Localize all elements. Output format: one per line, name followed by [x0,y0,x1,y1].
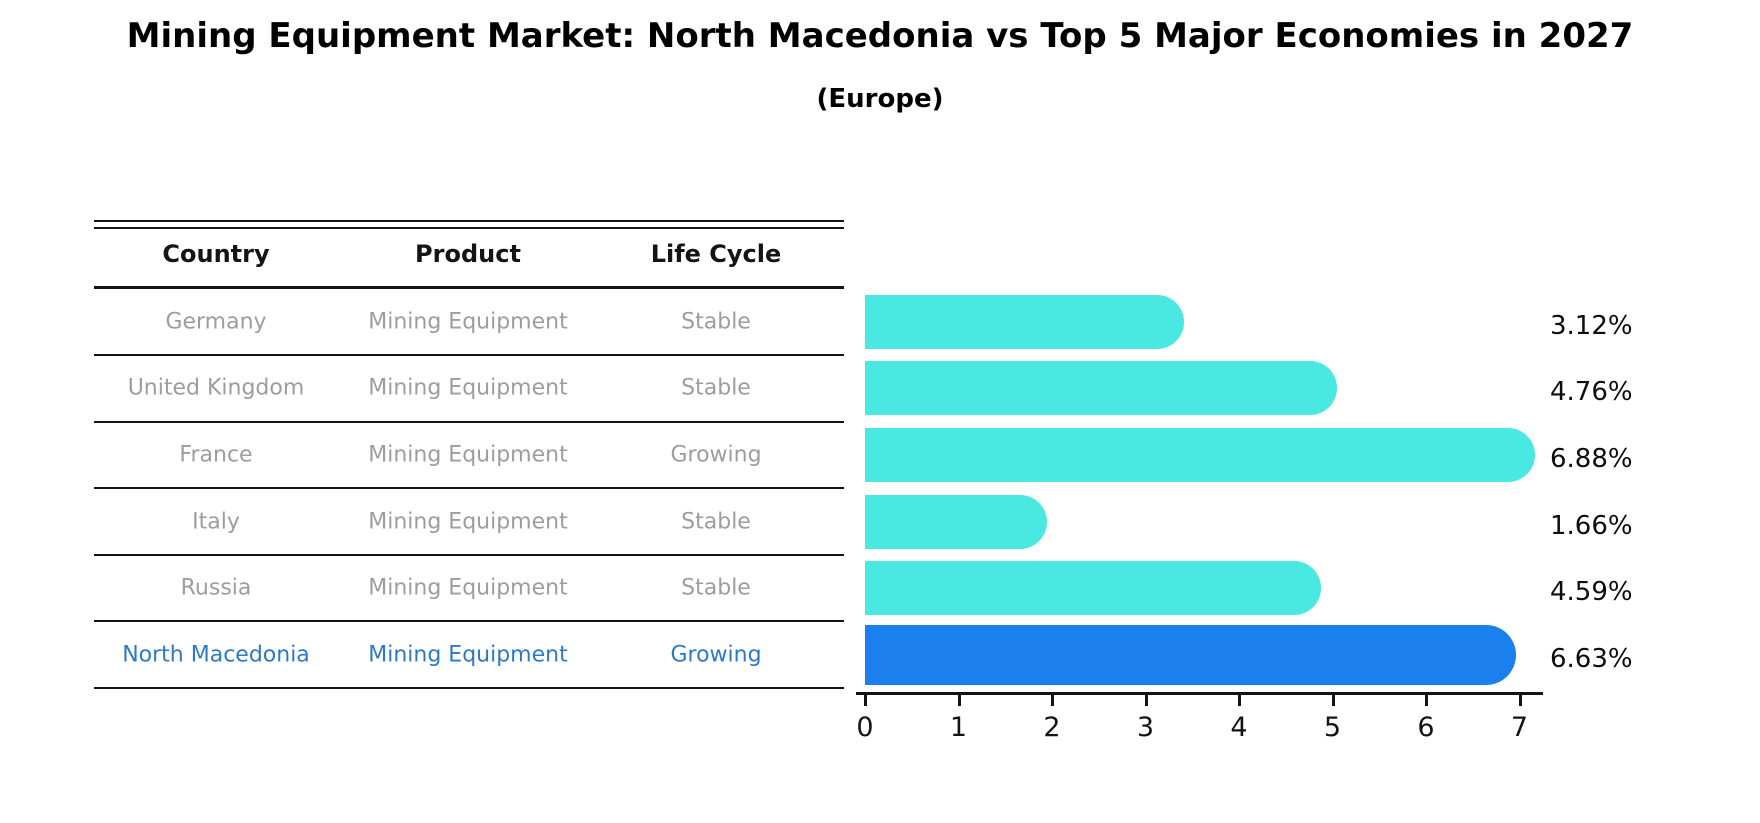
x-axis-tick [1425,695,1428,706]
cell-life-cycle: Stable [681,375,751,401]
x-axis-spine [856,692,1543,695]
x-axis-tick-label: 0 [856,712,874,743]
bar [865,361,1338,416]
x-axis-tick-label: 6 [1417,712,1435,743]
x-axis-tick [864,695,867,706]
bar-value-label: 6.88% [1550,443,1633,474]
cell-product: Mining Equipment [368,509,568,534]
bar-value-label: 3.12% [1550,310,1633,341]
cell-country: Germany [165,309,267,335]
cell-country: France [179,442,253,468]
table-rule-line [94,220,844,222]
x-axis-tick [957,695,961,706]
cell-country: United Kingdom [127,375,305,401]
bar-value-label: 1.66% [1550,510,1633,541]
x-axis-tick [1144,695,1148,706]
x-axis-tick [1331,695,1335,706]
table-rule-line [94,227,844,229]
x-axis-tick [1238,695,1241,706]
x-axis-tick-label: 4 [1230,712,1248,743]
bar [865,494,1048,549]
table-rule-line [94,354,844,356]
cell-product: Mining Equipment [368,309,568,335]
cell-life-cycle: Growing [670,642,762,668]
cell-country: Russia [180,575,252,601]
cell-country: North Macedonia [122,642,310,668]
bar [865,427,1536,482]
chart-subtitle: (Europe) [816,84,944,114]
x-axis-tick [1518,695,1522,706]
table-header-product: Product [415,240,521,268]
bar [865,561,1322,616]
table-rule-line [94,487,844,490]
x-axis-tick-label: 3 [1136,712,1155,743]
bar-highlighted [865,624,1516,685]
x-axis-tick-label: 5 [1323,712,1342,743]
cell-product: Mining Equipment [368,575,568,601]
bar-value-label: 4.76% [1550,377,1633,408]
table-rule-line [94,420,844,423]
table-rule-line [94,687,844,689]
cell-country: Italy [192,509,240,534]
cell-life-cycle: Stable [681,309,751,335]
table-rule-line [94,620,844,623]
bar-value-label: 4.59% [1550,577,1633,608]
x-axis-tick-label: 1 [949,712,968,743]
cell-life-cycle: Stable [681,575,751,601]
x-axis-tick-label: 2 [1043,712,1061,743]
bar [865,294,1184,349]
table-header-country: Country [162,240,270,268]
table-header-life-cycle: Life Cycle [650,240,782,268]
cell-life-cycle: Stable [681,509,751,534]
table-rule-line [94,553,844,556]
x-axis-tick-label: 7 [1510,712,1529,743]
cell-life-cycle: Growing [670,442,762,468]
cell-product: Mining Equipment [368,442,568,468]
x-axis-tick [1051,695,1054,706]
chart-title: Mining Equipment Market: North Macedonia… [126,16,1634,56]
table-rule-line [94,285,844,289]
cell-product: Mining Equipment [368,642,568,668]
bar-value-label: 6.63% [1550,643,1633,674]
cell-product: Mining Equipment [368,375,568,401]
